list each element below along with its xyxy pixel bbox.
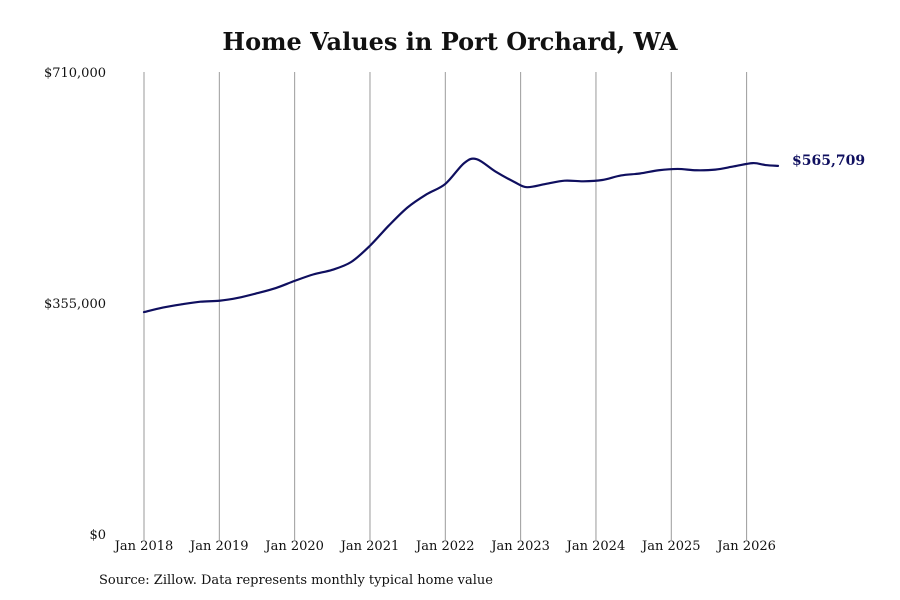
y-tick-label: $0 (89, 528, 106, 543)
x-tick-label: Jan 2026 (715, 539, 776, 554)
y-tick-label: $355,000 (44, 297, 106, 312)
x-tick-label: Jan 2024 (565, 539, 626, 554)
x-tick-label: Jan 2023 (489, 539, 550, 554)
chart-title: Home Values in Port Orchard, WA (222, 27, 678, 56)
x-tick-label: Jan 2021 (339, 539, 400, 554)
source-note: Source: Zillow. Data represents monthly … (99, 573, 493, 588)
x-tick-label: Jan 2020 (263, 539, 324, 554)
x-tick-label: Jan 2019 (188, 539, 249, 554)
x-tick-label: Jan 2018 (113, 539, 174, 554)
x-tick-label: Jan 2022 (414, 539, 475, 554)
series-line (142, 157, 780, 314)
y-tick-label: $710,000 (44, 66, 106, 81)
end-value-label: $565,709 (792, 153, 865, 169)
x-tick-label: Jan 2025 (640, 539, 701, 554)
